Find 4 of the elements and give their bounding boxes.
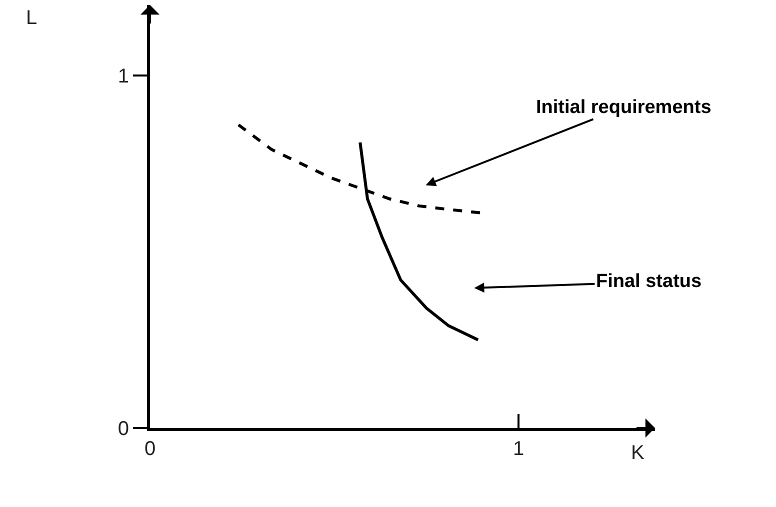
y-axis-title: L [26, 7, 38, 29]
annotation: Initial requirements [536, 97, 712, 118]
annotation: Final status [596, 271, 702, 292]
x-axis-title: K [631, 442, 645, 464]
